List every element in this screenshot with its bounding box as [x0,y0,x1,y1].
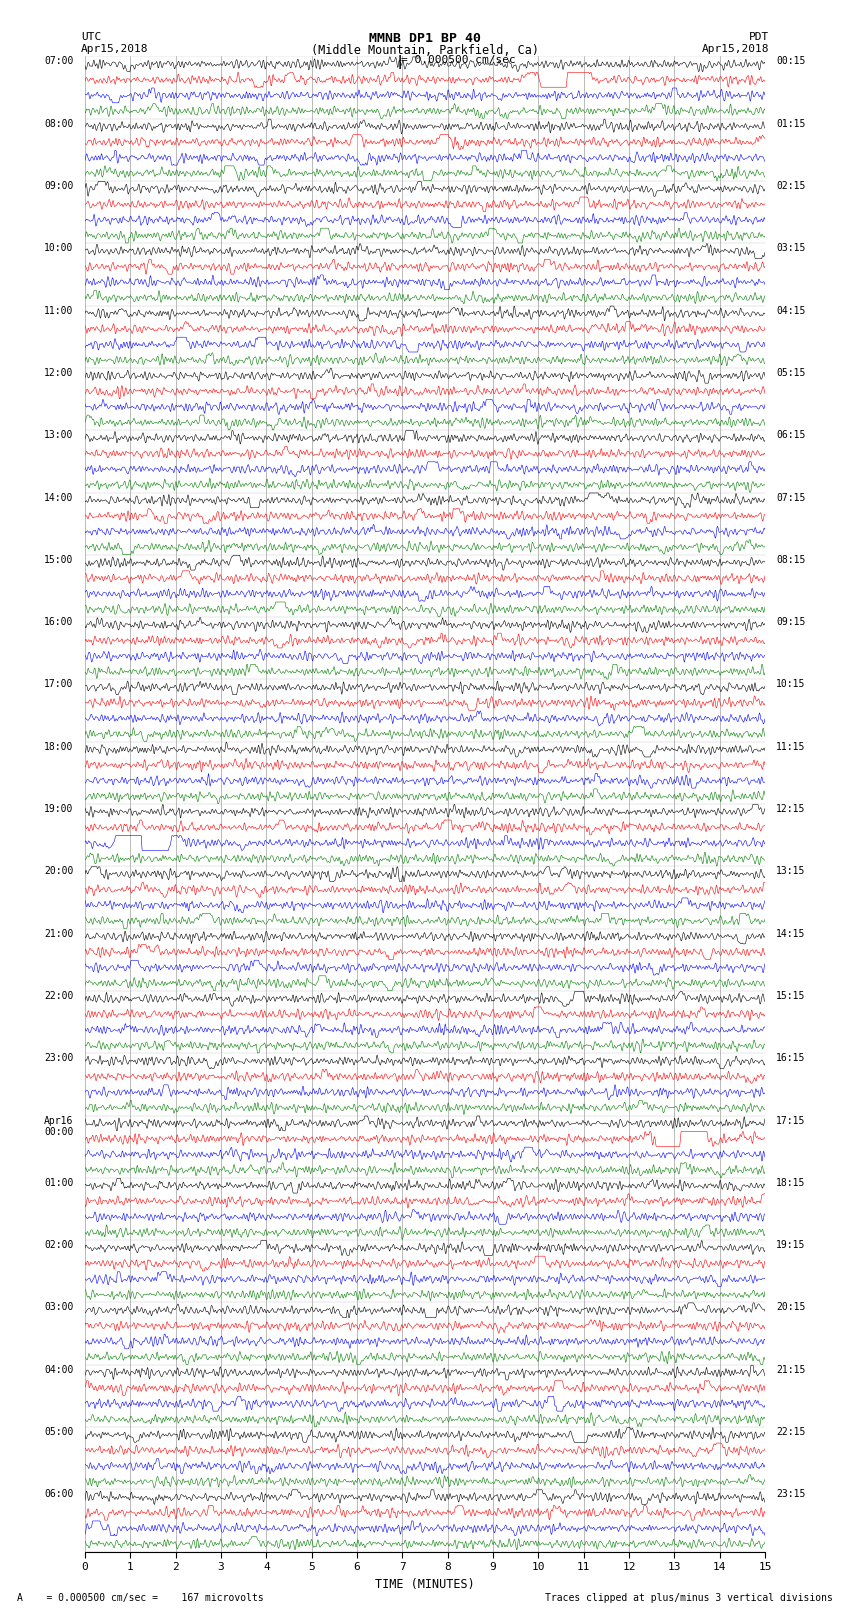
Text: 21:15: 21:15 [776,1365,806,1374]
Text: A    = 0.000500 cm/sec =    167 microvolts: A = 0.000500 cm/sec = 167 microvolts [17,1594,264,1603]
Text: |: | [396,55,405,69]
Text: 05:15: 05:15 [776,368,806,377]
Text: 04:15: 04:15 [776,306,806,316]
Text: 21:00: 21:00 [44,929,74,939]
Text: 06:15: 06:15 [776,431,806,440]
Text: 17:00: 17:00 [44,679,74,689]
Text: 03:15: 03:15 [776,244,806,253]
Text: UTC: UTC [81,32,101,42]
Text: 19:15: 19:15 [776,1240,806,1250]
Text: Apr15,2018: Apr15,2018 [81,44,148,53]
Text: 04:00: 04:00 [44,1365,74,1374]
Text: 12:00: 12:00 [44,368,74,377]
Text: 19:00: 19:00 [44,805,74,815]
Text: 23:00: 23:00 [44,1053,74,1063]
Text: 18:00: 18:00 [44,742,74,752]
Text: 08:15: 08:15 [776,555,806,565]
Text: 00:15: 00:15 [776,56,806,66]
Text: 20:00: 20:00 [44,866,74,876]
Text: 09:15: 09:15 [776,618,806,627]
Text: 14:15: 14:15 [776,929,806,939]
Text: 23:15: 23:15 [776,1489,806,1500]
Text: 14:00: 14:00 [44,492,74,503]
Text: 03:00: 03:00 [44,1303,74,1313]
Text: 15:00: 15:00 [44,555,74,565]
Text: 18:15: 18:15 [776,1177,806,1187]
X-axis label: TIME (MINUTES): TIME (MINUTES) [375,1578,475,1590]
Text: Traces clipped at plus/minus 3 vertical divisions: Traces clipped at plus/minus 3 vertical … [545,1594,833,1603]
Text: 01:15: 01:15 [776,119,806,129]
Text: 11:15: 11:15 [776,742,806,752]
Text: 13:15: 13:15 [776,866,806,876]
Text: 22:15: 22:15 [776,1428,806,1437]
Text: PDT: PDT [749,32,769,42]
Text: 10:00: 10:00 [44,244,74,253]
Text: 08:00: 08:00 [44,119,74,129]
Text: 07:00: 07:00 [44,56,74,66]
Text: 17:15: 17:15 [776,1116,806,1126]
Text: 13:00: 13:00 [44,431,74,440]
Text: MMNB DP1 BP 40: MMNB DP1 BP 40 [369,32,481,45]
Text: 16:15: 16:15 [776,1053,806,1063]
Text: 06:00: 06:00 [44,1489,74,1500]
Text: 20:15: 20:15 [776,1303,806,1313]
Text: (Middle Mountain, Parkfield, Ca): (Middle Mountain, Parkfield, Ca) [311,44,539,56]
Text: = 0.000500 cm/sec: = 0.000500 cm/sec [401,55,516,65]
Text: 05:00: 05:00 [44,1428,74,1437]
Text: 01:00: 01:00 [44,1177,74,1187]
Text: 22:00: 22:00 [44,990,74,1002]
Text: 16:00: 16:00 [44,618,74,627]
Text: Apr16
00:00: Apr16 00:00 [44,1116,74,1137]
Text: 10:15: 10:15 [776,679,806,689]
Text: 02:00: 02:00 [44,1240,74,1250]
Text: 07:15: 07:15 [776,492,806,503]
Text: 11:00: 11:00 [44,306,74,316]
Text: 12:15: 12:15 [776,805,806,815]
Text: Apr15,2018: Apr15,2018 [702,44,769,53]
Text: 15:15: 15:15 [776,990,806,1002]
Text: 02:15: 02:15 [776,181,806,190]
Text: 09:00: 09:00 [44,181,74,190]
